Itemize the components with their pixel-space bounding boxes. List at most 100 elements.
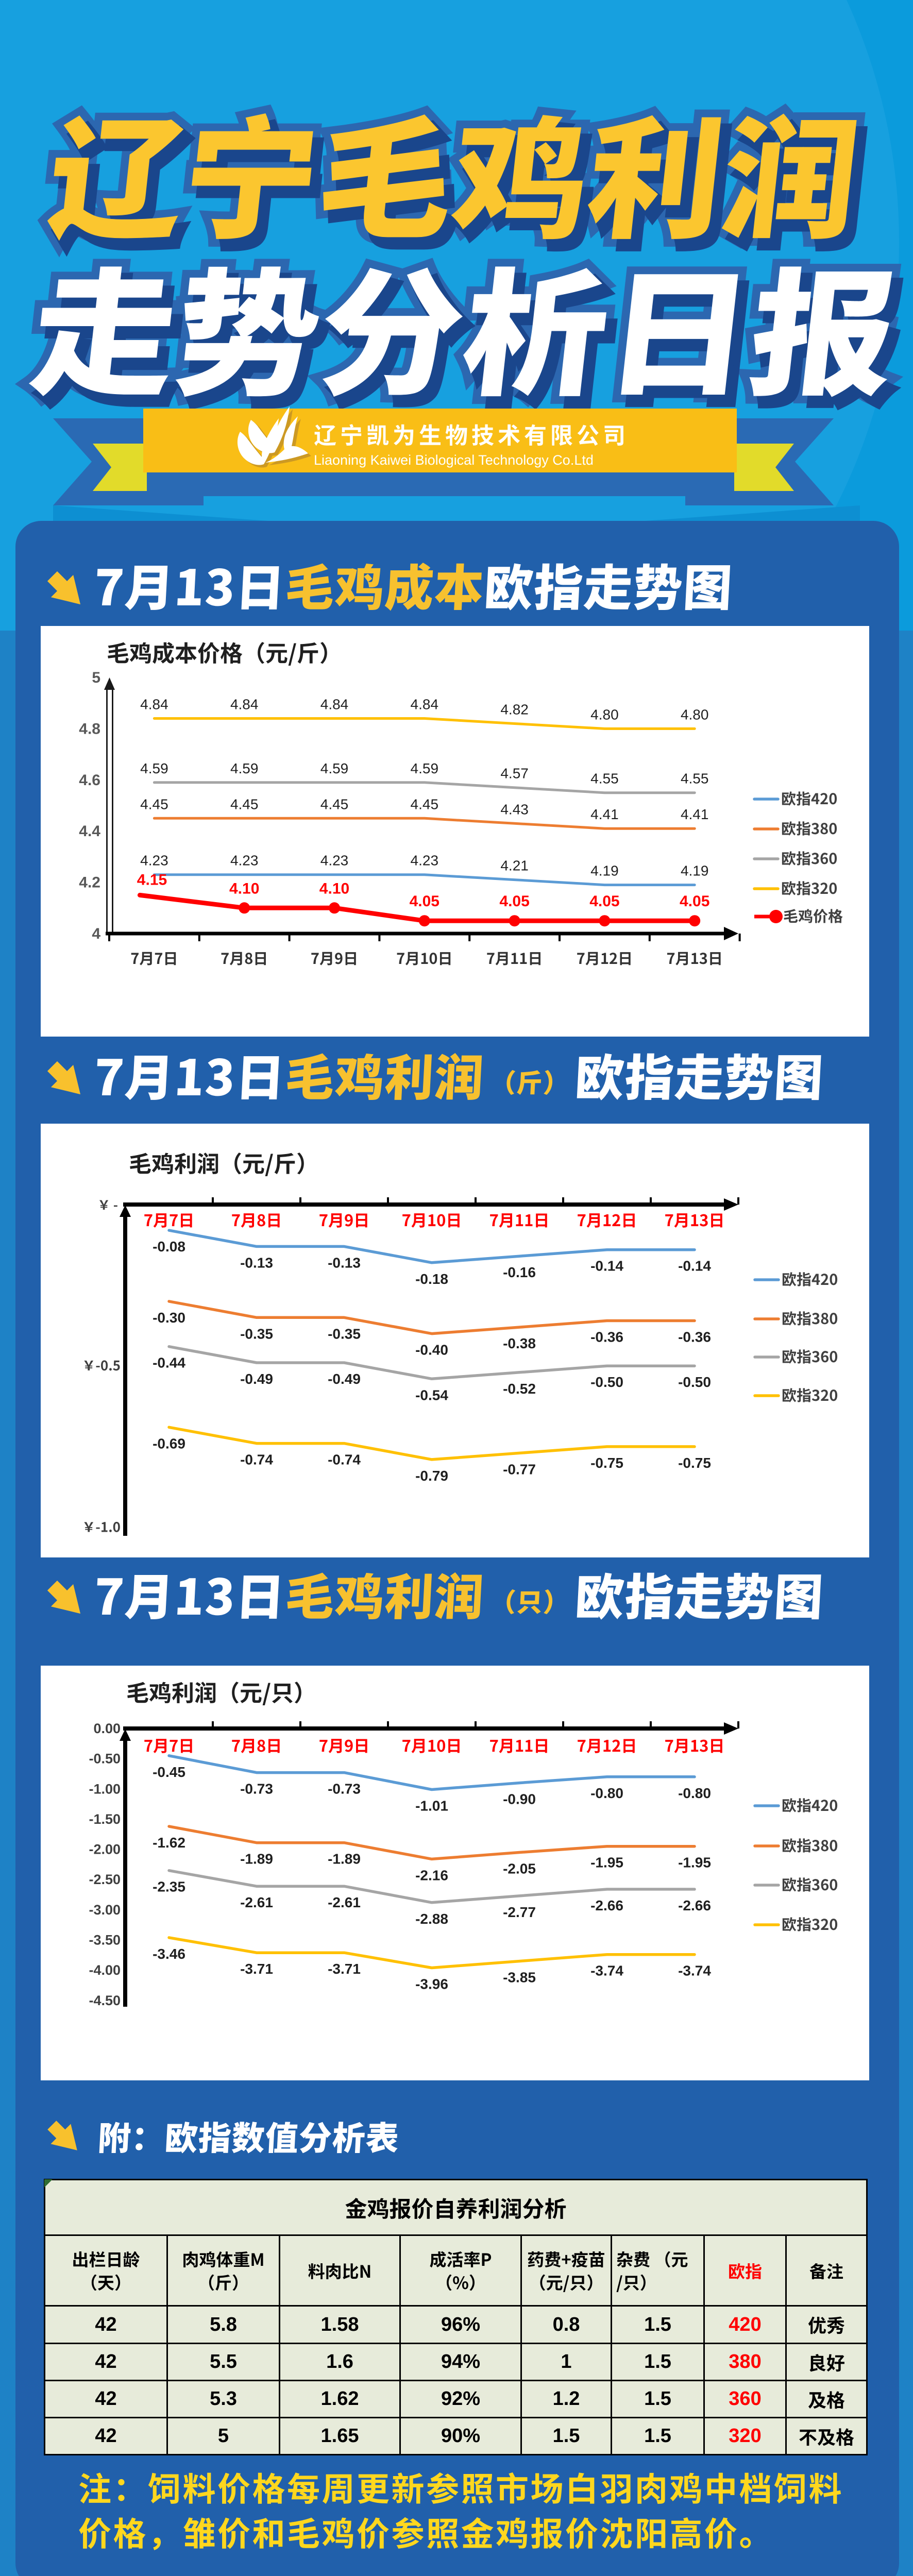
svg-text:欧指360: 欧指360	[781, 847, 837, 869]
svg-text:欧指380: 欧指380	[782, 1307, 838, 1329]
svg-text:4.05: 4.05	[410, 893, 439, 910]
svg-text:4.45: 4.45	[230, 796, 259, 812]
svg-text:-1.50: -1.50	[89, 1811, 121, 1827]
svg-text:-2.66: -2.66	[590, 1897, 623, 1913]
svg-text:欧指360: 欧指360	[782, 1345, 838, 1367]
svg-text:4.21: 4.21	[500, 858, 529, 874]
svg-text:-0.80: -0.80	[590, 1785, 623, 1801]
svg-text:-0.69: -0.69	[153, 1435, 185, 1451]
svg-text:4.2: 4.2	[79, 874, 100, 891]
svg-text:-0.73: -0.73	[328, 1781, 361, 1797]
svg-text:毛鸡利润（元/只）: 毛鸡利润（元/只）	[126, 1675, 316, 1708]
svg-text:4.43: 4.43	[500, 801, 529, 817]
svg-text:-0.75: -0.75	[678, 1455, 711, 1471]
svg-text:-2.61: -2.61	[328, 1894, 361, 1910]
svg-text:4.57: 4.57	[500, 766, 529, 782]
svg-text:-1.89: -1.89	[328, 1851, 361, 1867]
svg-text:-0.73: -0.73	[240, 1781, 273, 1797]
svg-text:Liaoning Kaiwei Biological Tec: Liaoning Kaiwei Biological Technology Co…	[314, 452, 594, 468]
svg-text:-2.61: -2.61	[240, 1894, 273, 1910]
svg-text:-3.74: -3.74	[678, 1963, 711, 1979]
svg-text:-2.66: -2.66	[678, 1897, 711, 1913]
svg-text:-3.46: -3.46	[153, 1946, 185, 1962]
svg-text:7月10日: 7月10日	[402, 1208, 462, 1231]
svg-text:-0.74: -0.74	[240, 1452, 273, 1468]
svg-text:4.19: 4.19	[681, 863, 709, 879]
svg-text:7月9日: 7月9日	[319, 1208, 370, 1231]
svg-text:-0.75: -0.75	[590, 1455, 623, 1471]
svg-text:7月7日: 7月7日	[144, 1733, 195, 1756]
svg-text:毛鸡成本价格（元/斤）: 毛鸡成本价格（元/斤）	[107, 635, 342, 668]
svg-text:4.6: 4.6	[79, 772, 100, 789]
svg-text:欧指320: 欧指320	[782, 1384, 838, 1405]
svg-text:-0.30: -0.30	[153, 1310, 185, 1326]
svg-text:-0.36: -0.36	[678, 1329, 711, 1345]
svg-text:-0.44: -0.44	[153, 1355, 185, 1371]
svg-text:7月13日: 7月13日	[667, 947, 723, 969]
svg-text:4.05: 4.05	[499, 893, 529, 910]
svg-text:4.45: 4.45	[320, 796, 349, 812]
svg-text:4.59: 4.59	[411, 760, 439, 776]
svg-text:7月12日: 7月12日	[577, 1733, 637, 1756]
svg-text:-2.77: -2.77	[503, 1904, 536, 1920]
svg-text:-1.95: -1.95	[590, 1855, 623, 1871]
svg-text:辽宁凯为生物技术有限公司: 辽宁凯为生物技术有限公司	[314, 417, 629, 450]
svg-text:4.19: 4.19	[590, 863, 619, 879]
svg-text:4.15: 4.15	[137, 871, 167, 888]
svg-text:7月12日: 7月12日	[577, 947, 633, 969]
svg-text:-2.00: -2.00	[89, 1842, 121, 1857]
svg-text:7月11日: 7月11日	[489, 1733, 550, 1756]
svg-text:￥-1.0: ￥-1.0	[82, 1517, 121, 1536]
svg-text:-1.62: -1.62	[153, 1835, 185, 1851]
svg-text:-0.50: -0.50	[89, 1751, 121, 1767]
svg-text:4.23: 4.23	[230, 853, 259, 869]
svg-text:欧指320: 欧指320	[781, 877, 837, 899]
svg-text:4.84: 4.84	[411, 697, 439, 713]
svg-text:-3.96: -3.96	[415, 1976, 448, 1992]
svg-text:-1.00: -1.00	[89, 1781, 121, 1797]
svg-text:4.23: 4.23	[320, 853, 349, 869]
svg-text:4.8: 4.8	[79, 720, 100, 737]
svg-text:欧指380: 欧指380	[782, 1834, 838, 1856]
svg-text:7月11日: 7月11日	[486, 947, 543, 969]
svg-text:7月13日: 7月13日	[665, 1733, 725, 1756]
svg-text:7月13日: 7月13日	[665, 1208, 725, 1231]
svg-text:-2.16: -2.16	[415, 1867, 448, 1883]
svg-text:欧指420: 欧指420	[781, 787, 837, 809]
svg-text:-0.14: -0.14	[678, 1258, 711, 1274]
svg-text:-0.35: -0.35	[328, 1326, 361, 1342]
svg-text:-0.45: -0.45	[153, 1764, 185, 1780]
svg-text:-0.90: -0.90	[503, 1791, 536, 1807]
svg-text:-0.74: -0.74	[328, 1452, 361, 1468]
svg-text:4.45: 4.45	[140, 796, 168, 812]
svg-text:-0.14: -0.14	[590, 1258, 623, 1274]
svg-text:欧指380: 欧指380	[781, 817, 837, 839]
svg-text:4.55: 4.55	[590, 771, 619, 787]
svg-text:4.80: 4.80	[681, 706, 709, 722]
svg-text:-1.95: -1.95	[678, 1855, 711, 1871]
svg-text:-4.50: -4.50	[89, 1993, 121, 2008]
svg-text:-0.54: -0.54	[415, 1387, 448, 1403]
svg-text:4.59: 4.59	[230, 760, 259, 776]
svg-text:-0.50: -0.50	[590, 1374, 623, 1390]
svg-text:-4.00: -4.00	[89, 1962, 121, 1978]
svg-text:4.41: 4.41	[590, 806, 619, 822]
svg-text:-3.74: -3.74	[590, 1963, 623, 1979]
svg-text:-2.50: -2.50	[89, 1872, 121, 1887]
svg-text:-1.01: -1.01	[415, 1798, 448, 1814]
svg-text:-0.77: -0.77	[503, 1461, 536, 1477]
svg-text:4.82: 4.82	[500, 702, 529, 718]
svg-text:-0.40: -0.40	[415, 1342, 448, 1358]
svg-text:-0.80: -0.80	[678, 1785, 711, 1801]
svg-text:-2.05: -2.05	[503, 1861, 536, 1877]
svg-text:￥ -: ￥ -	[97, 1195, 118, 1214]
svg-text:-3.00: -3.00	[89, 1902, 121, 1918]
svg-text:4.10: 4.10	[229, 880, 259, 897]
svg-text:-3.71: -3.71	[240, 1961, 273, 1977]
svg-text:-0.16: -0.16	[503, 1264, 536, 1280]
svg-text:-0.79: -0.79	[415, 1468, 448, 1484]
svg-text:4.23: 4.23	[411, 853, 439, 869]
svg-text:4: 4	[92, 925, 100, 942]
svg-text:5: 5	[92, 669, 100, 686]
svg-text:4.41: 4.41	[681, 806, 709, 822]
